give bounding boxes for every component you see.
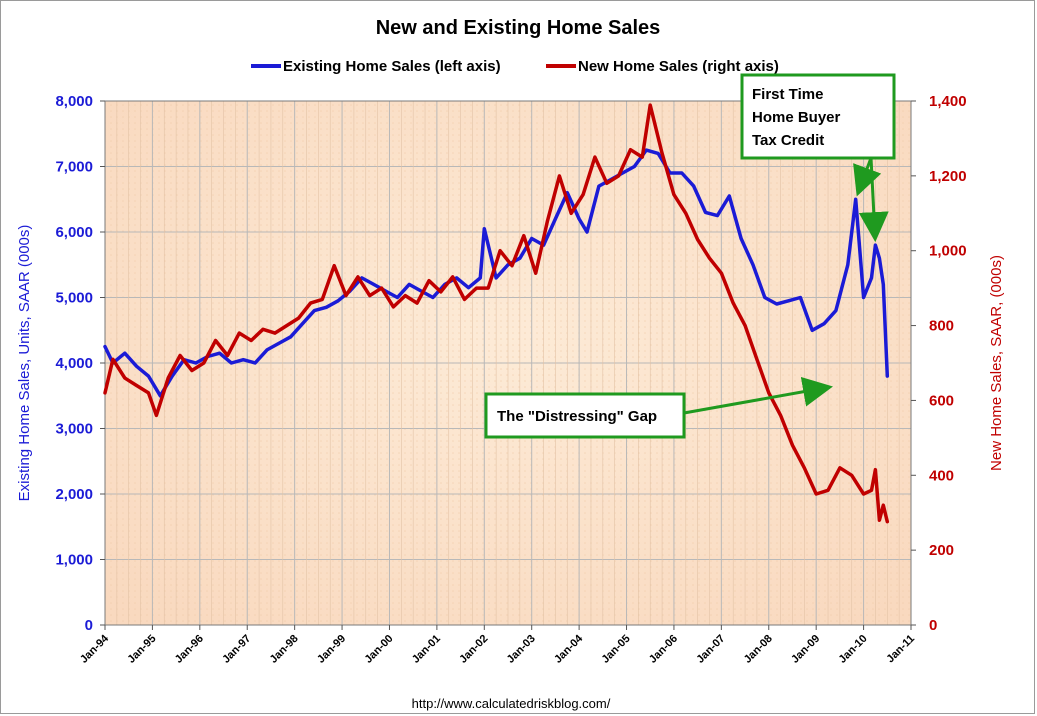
left-tick-label: 0 [85, 617, 93, 634]
x-tick-label: Jan-94 [78, 632, 112, 666]
x-tick-label: Jan-05 [600, 633, 633, 666]
tax-credit-annotation-line-1: First Time [752, 86, 823, 103]
left-tick-label: 7,000 [55, 159, 93, 176]
right-tick-label: 1,400 [929, 93, 967, 110]
right-tick-label: 1,200 [929, 168, 967, 185]
right-axis-ticks: 0 200 400 600 800 1,000 1,200 1,400 [911, 93, 967, 634]
x-tick-label: Jan-04 [552, 632, 586, 666]
x-tick-label: Jan-99 [315, 633, 348, 666]
x-tick-label: Jan-10 [837, 633, 870, 666]
left-tick-label: 8,000 [55, 93, 93, 110]
annotations: First Time Home Buyer Tax Credit The "Di… [484, 73, 896, 439]
x-tick-label: Jan-08 [742, 633, 775, 666]
right-tick-label: 1,000 [929, 243, 967, 260]
x-tick-label: Jan-02 [457, 633, 490, 666]
source-url: http://www.calculatedriskblog.com/ [412, 696, 611, 711]
distressing-gap-annotation-box [484, 392, 686, 439]
legend-label-new: New Home Sales (right axis) [578, 58, 779, 75]
x-tick-label: Jan-06 [647, 633, 680, 666]
x-axis-ticks: Jan-94 Jan-95 Jan-96 Jan-97 Jan-98 Jan-99 Jan-… [78, 625, 917, 666]
left-tick-label: 3,000 [55, 421, 93, 438]
legend-label-existing: Existing Home Sales (left axis) [283, 58, 501, 75]
left-axis-ticks: 0 1,000 2,000 3,000 4,000 5,000 6,000 7,000 8,00… [55, 93, 105, 634]
left-tick-label: 6,000 [55, 224, 93, 241]
right-tick-label: 800 [929, 318, 954, 335]
tax-credit-annotation-line-3: Tax Credit [752, 132, 824, 149]
right-tick-label: 400 [929, 467, 954, 484]
left-axis-title: Existing Home Sales, Units, SAAR (000s) [16, 225, 33, 502]
x-tick-label: Jan-97 [220, 633, 253, 666]
new-home-sales-line [103, 103, 890, 524]
chart-title: New and Existing Home Sales [376, 17, 661, 39]
distressing-gap-annotation-text: The "Distressing" Gap [497, 408, 657, 425]
legend: Existing Home Sales (left axis) New Home… [251, 58, 779, 75]
x-tick-label: Jan-09 [789, 633, 822, 666]
x-tick-label: Jan-07 [694, 633, 727, 666]
x-tick-label: Jan-03 [505, 633, 538, 666]
x-tick-label: Jan-01 [410, 633, 443, 666]
left-tick-label: 2,000 [55, 486, 93, 503]
tax-credit-annotation-box [740, 73, 896, 160]
left-tick-label: 1,000 [55, 552, 93, 569]
left-tick-label: 5,000 [55, 290, 93, 307]
annotation-arrow [853, 157, 882, 197]
tax-credit-annotation-line-2: Home Buyer [752, 109, 841, 126]
x-tick-label: Jan-98 [268, 633, 301, 666]
right-axis-title: New Home Sales, SAAR, (000s) [988, 255, 1005, 471]
x-tick-label: Jan-11 [884, 633, 917, 666]
series-layer [103, 103, 890, 524]
annotation-arrow [858, 157, 889, 243]
annotation-arrow [683, 376, 833, 415]
left-tick-label: 4,000 [55, 355, 93, 372]
right-tick-label: 0 [929, 617, 937, 634]
annotation-arrows [683, 157, 889, 415]
right-tick-label: 600 [929, 392, 954, 409]
x-tick-label: Jan-00 [362, 633, 395, 666]
x-tick-label: Jan-96 [173, 633, 206, 666]
x-tick-label: Jan-95 [125, 633, 158, 666]
right-tick-label: 200 [929, 542, 954, 559]
